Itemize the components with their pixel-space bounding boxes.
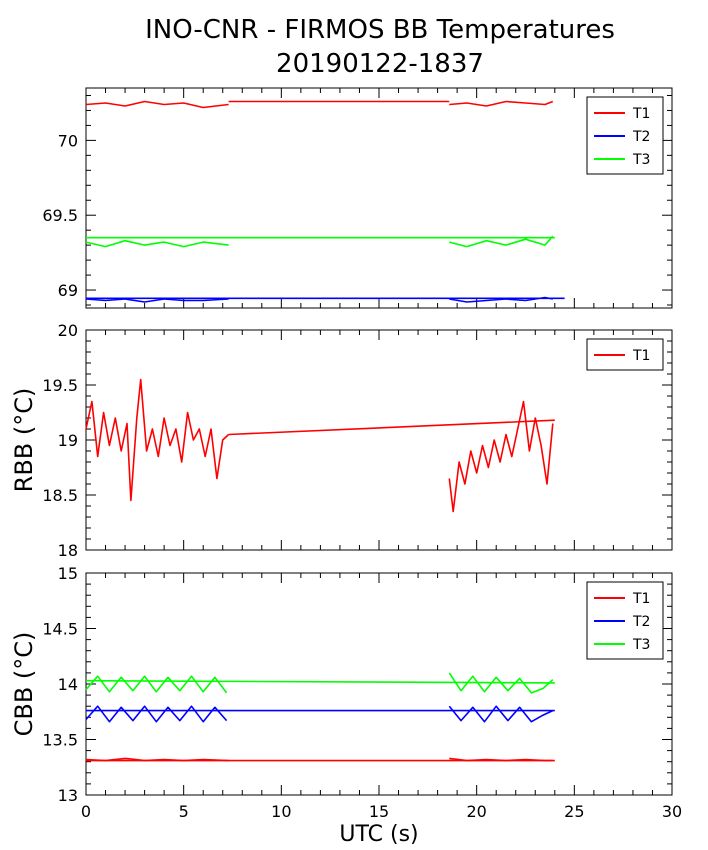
legend-label-t1: T1 <box>632 106 650 122</box>
chart-panel-middle: 18 18.5 19 19.5 20 RBB (°C) T1 <box>10 321 673 560</box>
series-t1-line <box>449 757 553 762</box>
x-tick-label: 30 <box>662 802 682 821</box>
series-t2-line <box>85 705 228 723</box>
series-t3-line <box>448 672 554 694</box>
y-tick-label: 19 <box>58 431 78 450</box>
x-axis-label: UTC (s) <box>339 822 418 847</box>
y-tick-label: 20 <box>58 321 78 340</box>
legend-label-t2: T2 <box>632 129 650 145</box>
legend-label-t3: T3 <box>632 152 650 168</box>
y-tick-label: 18.5 <box>42 486 78 505</box>
series-t1-line <box>85 100 229 109</box>
legend-label-t1: T1 <box>632 348 650 364</box>
figure-subtitle: 20190122-1837 <box>276 49 484 79</box>
plot-frame <box>85 87 673 309</box>
series-t2-line <box>85 298 229 303</box>
series-t1-line <box>448 400 554 513</box>
series-t3-line <box>85 679 555 684</box>
y-axis-label: CBB (°C) <box>10 632 38 737</box>
y-tick-label: 69.5 <box>42 206 78 225</box>
series-t3-line <box>449 235 554 248</box>
legend: T1 T2 T3 <box>586 96 664 175</box>
series-t2-line <box>448 705 554 723</box>
series-t2-line <box>449 296 553 303</box>
y-tick-label: 70 <box>58 131 78 150</box>
series-t1-line <box>85 378 230 502</box>
series-t1-line <box>449 100 554 107</box>
series-t3-line <box>85 239 229 248</box>
y-tick-label: 14.5 <box>42 620 78 639</box>
legend-label-t1: T1 <box>632 591 650 607</box>
x-tick-label: 15 <box>369 802 389 821</box>
y-tick-label: 19.5 <box>42 376 78 395</box>
y-axis-label: RBB (°C) <box>10 388 38 493</box>
x-tick-label: 10 <box>271 802 291 821</box>
figure-title: INO-CNR - FIRMOS BB Temperatures <box>145 15 615 45</box>
legend-label-t2: T2 <box>632 614 650 630</box>
y-tick-label: 13.5 <box>42 731 78 750</box>
y-tick-label: 14 <box>58 675 78 694</box>
panels: 69 69.5 70 T1 T2 T3 18 18.5 19 19.5 20 RBB (°C) T1 0 5… <box>10 87 682 847</box>
x-tick-label: 0 <box>81 802 91 821</box>
x-tick-label: 25 <box>564 802 584 821</box>
y-tick-label: 13 <box>58 786 78 805</box>
y-tick-label: 15 <box>58 564 78 583</box>
plot-frame <box>85 329 673 551</box>
series-t3-line <box>85 675 228 694</box>
series-t1-line <box>228 419 555 436</box>
y-tick-label: 69 <box>58 281 78 300</box>
legend-label-t3: T3 <box>632 637 650 653</box>
chart-panel-top: 69 69.5 70 T1 T2 T3 <box>42 87 673 309</box>
x-tick-label: 20 <box>466 802 486 821</box>
legend: T1 T2 T3 <box>586 581 664 660</box>
x-tick-label: 5 <box>179 802 189 821</box>
y-tick-label: 18 <box>58 541 78 560</box>
legend: T1 <box>586 338 664 371</box>
chart-panel-bottom: 0 5 10 15 20 25 30 13 13.5 14 14.5 15 CBB (°C) UTC (s… <box>10 564 682 847</box>
